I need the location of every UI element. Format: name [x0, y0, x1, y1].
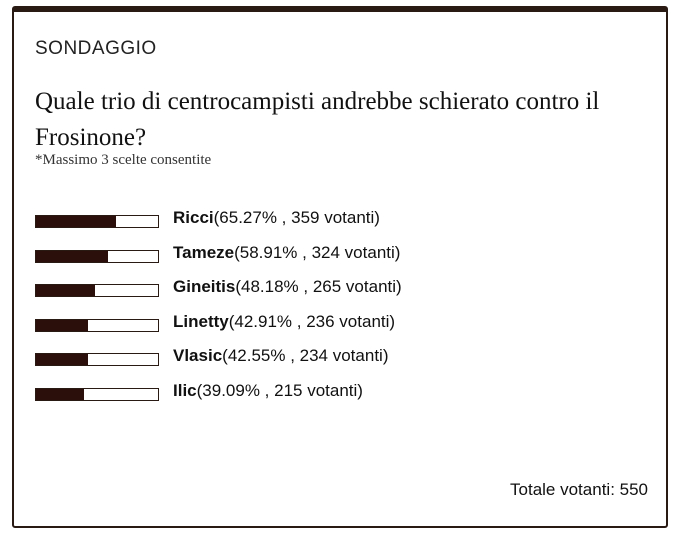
- option-name: Ilic: [173, 380, 197, 400]
- total-votes: Totale votanti: 550: [510, 480, 648, 499]
- result-bar-fill: [36, 319, 89, 331]
- result-bar-fill: [36, 250, 108, 262]
- option-name: Ricci: [173, 208, 214, 227]
- option-name: Vlasic: [173, 346, 223, 366]
- option-stats: (65.27% , 359 votanti): [213, 208, 380, 227]
- poll-option[interactable]: Gineitis(48.18% , 265 votanti): [35, 277, 655, 312]
- result-bar: [35, 318, 159, 332]
- poll-option[interactable]: Linetty(42.91% , 236 votanti): [35, 312, 655, 347]
- result-bar: [35, 249, 159, 263]
- option-name: Tameze: [173, 242, 235, 262]
- result-bar: [35, 215, 159, 228]
- option-stats: (48.18% , 265 votanti): [235, 277, 402, 297]
- option-stats: (58.91% , 324 votanti): [234, 242, 401, 262]
- poll-question: Quale trio di centrocampisti andrebbe sc…: [35, 88, 600, 151]
- poll-card: SONDAGGIO Quale trio di centrocampisti a…: [12, 6, 668, 528]
- poll-option[interactable]: Ricci(65.27% , 359 votanti): [35, 208, 655, 243]
- poll-label: SONDAGGIO: [35, 38, 157, 59]
- result-bar-fill: [36, 354, 88, 366]
- poll-option[interactable]: Vlasic(42.55% , 234 votanti): [35, 346, 655, 381]
- result-bar-fill: [36, 285, 95, 297]
- option-stats: (39.09% , 215 votanti): [196, 380, 363, 400]
- option-name: Linetty: [173, 311, 229, 331]
- poll-note: *Massimo 3 scelte consentite: [35, 152, 212, 168]
- poll-option[interactable]: Tameze(58.91% , 324 votanti): [35, 243, 655, 278]
- result-bar: [35, 387, 159, 401]
- poll-option[interactable]: Ilic(39.09% , 215 votanti): [35, 381, 655, 416]
- option-stats: (42.55% , 234 votanti): [222, 346, 389, 366]
- result-bar-fill: [36, 388, 84, 400]
- result-bar: [35, 284, 159, 298]
- option-name: Gineitis: [173, 277, 236, 297]
- result-bar-fill: [36, 216, 116, 227]
- result-bar: [35, 353, 159, 367]
- option-stats: (42.91% , 236 votanti): [228, 311, 396, 331]
- poll-options: Ricci(65.27% , 359 votanti) Tameze(58.91…: [35, 208, 655, 416]
